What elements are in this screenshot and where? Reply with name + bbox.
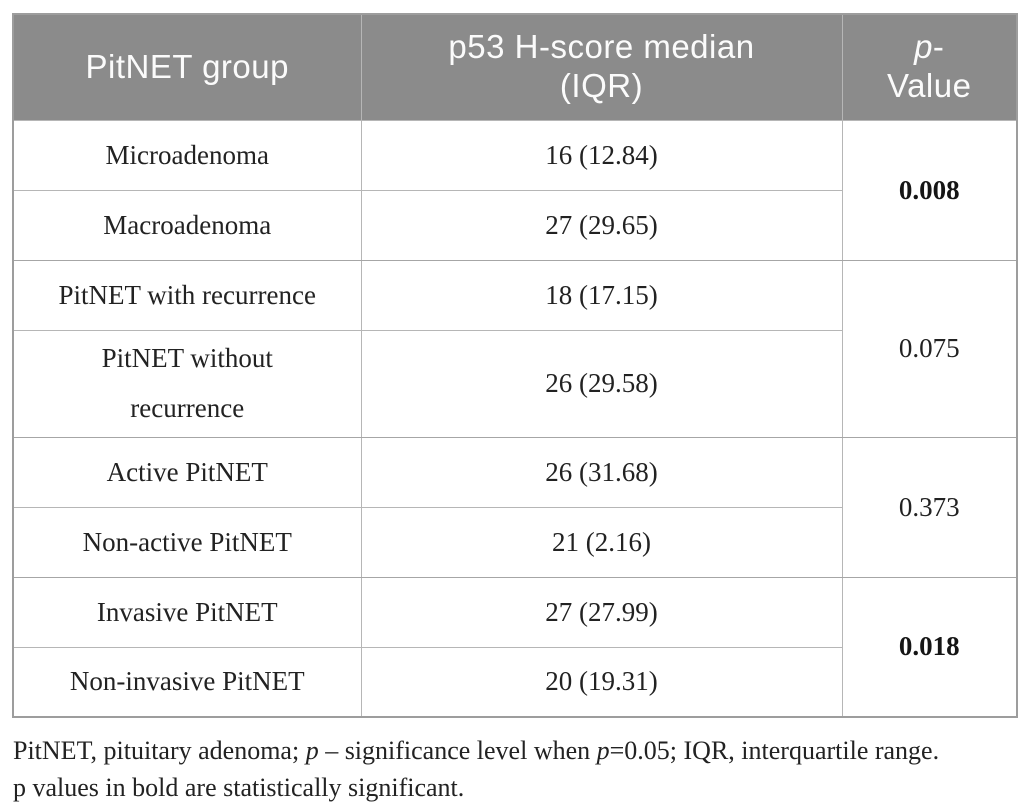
header-p-value-line2: Value <box>887 67 972 105</box>
table-header-row: PitNET group p53 H-score median (IQR) p-… <box>12 13 1018 121</box>
footnote-seg2: – significance level when <box>318 736 597 765</box>
table-row: Invasive PitNET 27 (27.99) 0.018 <box>12 576 1018 718</box>
header-hscore-line2: (IQR) <box>559 67 644 105</box>
group-label-cell: Invasive PitNET <box>12 576 362 648</box>
footnote-seg3: =0.05; IQR, interquartile range. <box>609 736 940 765</box>
table-row: Microadenoma 16 (12.84) 0.008 <box>12 119 1018 261</box>
group-label: Non-invasive PitNET <box>69 666 305 697</box>
header-p-value: p- Value <box>841 13 1018 121</box>
p-value: 0.008 <box>841 119 1018 261</box>
group-label: Microadenoma <box>105 139 269 170</box>
hscore-value: 26 (29.58) <box>360 329 843 438</box>
table-row: PitNET without recurrence 26 (29.58) <box>12 329 1017 438</box>
group-label-cell: Macroadenoma <box>12 189 362 261</box>
results-table: PitNET group p53 H-score median (IQR) p-… <box>12 13 1018 718</box>
p-value: 0.018 <box>841 576 1018 718</box>
footnote-seg1: PitNET, pituitary adenoma; <box>13 736 306 765</box>
group-label: PitNET with recurrence <box>58 279 316 310</box>
hscore-value: 18 (17.15) <box>360 259 843 331</box>
table-row: Macroadenoma 27 (29.65) <box>12 189 1017 261</box>
footnote-p2: p <box>596 736 610 765</box>
group-label-cell: Non-invasive PitNET <box>12 646 362 718</box>
header-hscore-median: p53 H-score median (IQR) <box>360 13 843 121</box>
footnote: PitNET, pituitary adenoma; p – significa… <box>13 733 1016 807</box>
group-label: Invasive PitNET <box>96 596 278 627</box>
group-label: PitNET without recurrence <box>101 342 273 423</box>
group-label-cell: PitNET without recurrence <box>12 329 362 438</box>
hscore-value: 27 (27.99) <box>360 576 843 648</box>
group-label: Active PitNET <box>106 456 268 487</box>
hscore-value: 26 (31.68) <box>360 436 843 508</box>
table-row: Non-invasive PitNET 20 (19.31) <box>12 646 1017 718</box>
group-label-cell: Active PitNET <box>12 436 362 508</box>
header-pitnet-group-label: PitNET group <box>85 47 289 85</box>
table-row: Non-active PitNET 21 (2.16) <box>12 506 1017 578</box>
table-row: Active PitNET 26 (31.68) 0.373 <box>12 436 1018 578</box>
header-p-value-p: p <box>914 28 933 66</box>
footnote-line2: p values in bold are statistically signi… <box>13 772 465 802</box>
hscore-value: 20 (19.31) <box>360 646 843 718</box>
header-pitnet-group: PitNET group <box>12 13 362 121</box>
hscore-value: 27 (29.65) <box>360 189 843 261</box>
group-label-cell: Microadenoma <box>12 119 362 191</box>
header-p-value-dash: - <box>932 28 945 66</box>
p-value: 0.373 <box>841 436 1018 578</box>
hscore-value: 16 (12.84) <box>360 119 843 191</box>
footnote-p1: p <box>305 736 319 765</box>
header-hscore-line1: p53 H-score median <box>448 28 755 66</box>
hscore-value: 21 (2.16) <box>360 506 843 578</box>
group-label: Non-active PitNET <box>82 526 292 557</box>
p-value: 0.075 <box>841 259 1018 438</box>
group-label: Macroadenoma <box>103 209 272 240</box>
table-row: PitNET with recurrence 18 (17.15) 0.075 <box>12 259 1018 438</box>
group-label-cell: PitNET with recurrence <box>12 259 362 331</box>
group-label-cell: Non-active PitNET <box>12 506 362 578</box>
